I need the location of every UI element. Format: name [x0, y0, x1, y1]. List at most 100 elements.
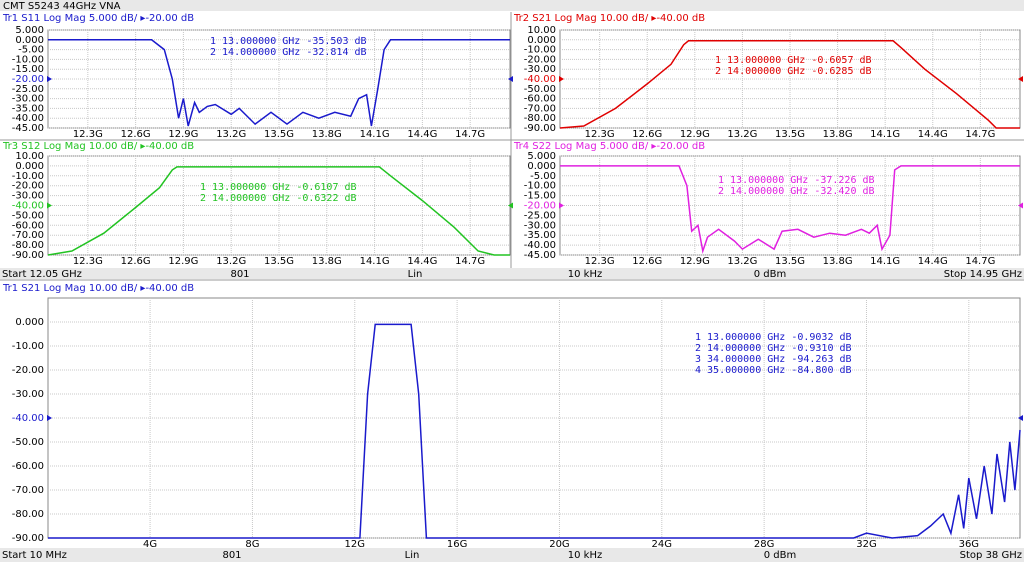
y-tick-label: -70.00 — [524, 103, 556, 114]
y-tick-label: -50.00 — [12, 210, 44, 221]
x-tick-label: 8G — [245, 539, 259, 550]
y-tick-label: -25.00 — [12, 84, 44, 95]
x-tick-label: 20G — [549, 539, 569, 550]
status-text: 0 dBm — [754, 269, 787, 280]
ref-indicator — [47, 76, 52, 82]
status-text: Lin — [408, 269, 423, 280]
trace-header: Tr4 S22 Log Mag 5.000 dB/ ▸-20.00 dB — [513, 141, 705, 152]
y-tick-label: -80.00 — [12, 509, 44, 520]
status-text: 801 — [230, 269, 249, 280]
y-tick-label: -90.00 — [524, 123, 556, 134]
y-tick-label: -70.00 — [12, 485, 44, 496]
marker-readout: 1 13.000000 GHz -35.503 dB — [210, 36, 367, 47]
y-tick-label: -5.00 — [530, 171, 556, 182]
x-tick-label: 12.6G — [632, 256, 662, 267]
x-tick-label: 13.2G — [727, 129, 757, 140]
x-tick-label: 13.8G — [823, 256, 853, 267]
y-tick-label: 5.000 — [527, 151, 556, 162]
y-tick-label: -20.00 — [524, 201, 556, 212]
trace — [47, 166, 510, 256]
y-tick-label: 10.00 — [527, 25, 556, 36]
y-tick-label: -20.00 — [12, 365, 44, 376]
y-tick-label: 0.000 — [15, 35, 44, 46]
title-bar — [0, 0, 1024, 11]
x-tick-label: 13.2G — [216, 129, 246, 140]
x-tick-label: 24G — [652, 539, 672, 550]
trace-header: Tr1 S11 Log Mag 5.000 dB/ ▸-20.00 dB — [2, 13, 194, 24]
y-tick-label: -30.00 — [12, 191, 44, 202]
y-tick-label: 0.000 — [15, 317, 44, 328]
trace — [48, 323, 1021, 539]
y-tick-label: 0.000 — [15, 161, 44, 172]
x-tick-label: 14.1G — [360, 256, 390, 267]
x-tick-label: 12.6G — [121, 129, 151, 140]
y-tick-label: -45.00 — [524, 250, 556, 261]
x-tick-label: 13.8G — [312, 129, 342, 140]
marker-readout: 1 13.000000 GHz -0.9032 dB — [695, 332, 852, 343]
trace-header: Tr3 S12 Log Mag 10.00 dB/ ▸-40.00 dB — [2, 141, 194, 152]
ref-indicator — [1018, 415, 1023, 421]
x-tick-label: 13.5G — [775, 256, 805, 267]
marker-readout: 2 14.000000 GHz -0.9310 dB — [695, 343, 852, 354]
x-tick-label: 14.7G — [965, 129, 995, 140]
y-tick-label: 0.000 — [527, 161, 556, 172]
y-tick-label: -40.00 — [524, 74, 556, 85]
x-tick-label: 12.9G — [168, 256, 198, 267]
y-tick-label: -5.00 — [18, 45, 44, 56]
x-tick-label: 14.1G — [870, 129, 900, 140]
y-tick-label: -15.00 — [12, 64, 44, 75]
ref-indicator — [1018, 202, 1023, 209]
x-tick-label: 13.5G — [264, 129, 294, 140]
x-tick-label: 12.3G — [585, 256, 615, 267]
marker-readout: 1 13.000000 GHz -0.6107 dB — [200, 182, 357, 193]
x-tick-label: 13.8G — [312, 256, 342, 267]
y-tick-label: -80.00 — [12, 240, 44, 251]
x-tick-label: 4G — [143, 539, 157, 550]
status-text: Stop 38 GHz — [960, 550, 1022, 561]
status-bar — [0, 268, 1024, 279]
x-tick-label: 12.6G — [632, 129, 662, 140]
window-title: CMT S5243 44GHz VNA — [3, 1, 121, 12]
y-tick-label: -30.00 — [524, 64, 556, 75]
y-tick-label: -20.00 — [12, 74, 44, 85]
ref-indicator — [47, 202, 52, 209]
trace — [559, 40, 1020, 129]
x-tick-label: 14.1G — [360, 129, 390, 140]
status-text: 10 kHz — [568, 550, 602, 561]
x-tick-label: 14.4G — [407, 256, 437, 267]
marker-readout: 1 13.000000 GHz -0.6057 dB — [715, 55, 872, 66]
x-tick-label: 12.6G — [121, 256, 151, 267]
ref-indicator — [508, 76, 513, 82]
x-tick-label: 14.4G — [918, 129, 948, 140]
status-text: Start 12.05 GHz — [2, 269, 82, 280]
x-tick-label: 13.2G — [216, 256, 246, 267]
status-text: 0 dBm — [764, 550, 797, 561]
y-tick-label: -40.00 — [12, 113, 44, 124]
status-text: 10 kHz — [568, 269, 602, 280]
x-tick-label: 14.7G — [455, 256, 485, 267]
ref-indicator — [1018, 76, 1023, 82]
y-tick-label: -80.00 — [524, 113, 556, 124]
y-tick-label: -60.00 — [12, 220, 44, 231]
marker-readout: 1 13.000000 GHz -37.226 dB — [718, 175, 875, 186]
status-text: Lin — [405, 550, 420, 561]
y-tick-label: -30.00 — [524, 220, 556, 231]
y-tick-label: -35.00 — [524, 230, 556, 241]
marker-readout: 2 14.000000 GHz -0.6322 dB — [200, 193, 357, 204]
y-tick-label: 5.000 — [15, 25, 44, 36]
x-tick-label: 13.5G — [775, 129, 805, 140]
y-tick-label: -15.00 — [524, 191, 556, 202]
marker-readout: 2 14.000000 GHz -0.6285 dB — [715, 66, 872, 77]
x-tick-label: 12.9G — [168, 129, 198, 140]
y-tick-label: -70.00 — [12, 230, 44, 241]
y-tick-label: -30.00 — [12, 389, 44, 400]
x-tick-label: 13.5G — [264, 256, 294, 267]
x-tick-label: 12.9G — [680, 256, 710, 267]
x-tick-label: 12.3G — [585, 129, 615, 140]
trace — [560, 165, 1020, 254]
x-tick-label: 14.7G — [455, 129, 485, 140]
x-tick-label: 12.3G — [73, 256, 103, 267]
status-text: Stop 14.95 GHz — [944, 269, 1022, 280]
trace-header: Tr1 S21 Log Mag 10.00 dB/ ▸-40.00 dB — [2, 283, 194, 294]
